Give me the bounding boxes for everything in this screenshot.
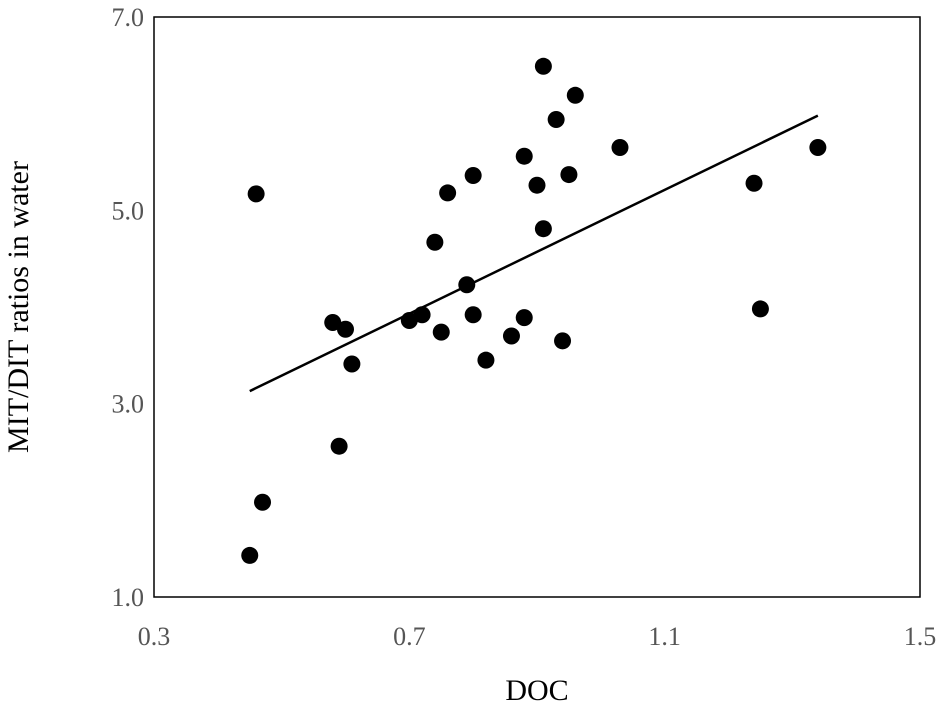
data-points (241, 57, 827, 564)
data-point (745, 174, 763, 192)
data-point (464, 306, 482, 324)
data-point (426, 233, 444, 251)
data-point (343, 355, 361, 373)
data-point (809, 139, 827, 156)
data-point (611, 139, 629, 156)
x-tick-label: 0.7 (393, 622, 426, 651)
x-tick-label: 1.5 (904, 622, 937, 651)
data-point (534, 57, 552, 75)
data-point (560, 166, 578, 184)
y-tick-label: 5.0 (112, 196, 145, 225)
data-point (528, 176, 546, 194)
x-tick-label: 0.3 (138, 622, 171, 651)
data-point (254, 493, 272, 511)
y-tick-label: 3.0 (112, 390, 145, 419)
data-point (547, 110, 565, 128)
data-point (400, 312, 418, 330)
x-tick-label: 1.1 (648, 622, 681, 651)
y-tick-labels: 1.0 3.0 5.0 7.0 (112, 3, 145, 612)
x-tick-labels: 0.3 0.7 1.1 1.5 (138, 622, 937, 651)
data-point (337, 320, 354, 338)
data-point (247, 185, 265, 203)
data-point (432, 323, 450, 341)
data-point (515, 309, 533, 327)
data-point (534, 220, 552, 238)
data-point (464, 167, 482, 185)
data-point (324, 313, 342, 331)
data-point (439, 184, 457, 202)
data-point (413, 306, 431, 324)
data-point (477, 351, 495, 369)
data-point (502, 327, 520, 345)
data-point (458, 276, 476, 294)
y-tick-label: 1.0 (112, 583, 145, 612)
y-axis-title: MIT/DIT ratios in water (2, 161, 35, 453)
data-point (566, 86, 584, 104)
data-point (515, 147, 533, 165)
trendline (249, 114, 819, 393)
data-point (554, 332, 572, 350)
plot-area-frame (153, 16, 921, 598)
data-point (330, 437, 348, 455)
data-point (241, 546, 259, 564)
data-point (751, 300, 769, 318)
x-axis-title: DOC (505, 674, 568, 707)
y-tick-label: 7.0 (112, 3, 145, 32)
